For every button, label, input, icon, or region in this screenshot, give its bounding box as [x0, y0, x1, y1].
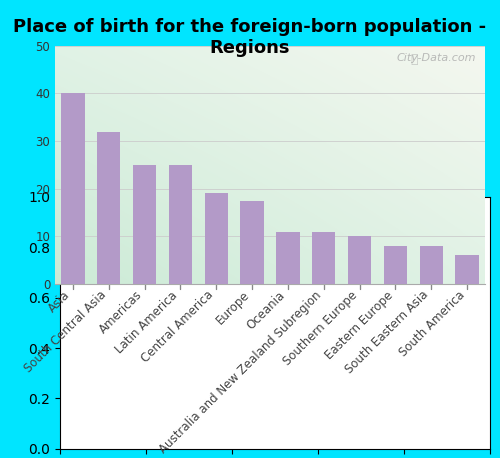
- Text: Eastern Europe: Eastern Europe: [322, 289, 396, 361]
- Bar: [204, 193, 228, 284]
- Text: Oceania: Oceania: [244, 289, 288, 332]
- Bar: [97, 131, 120, 284]
- Text: South Eastern Asia: South Eastern Asia: [343, 289, 431, 376]
- Text: Southern Europe: Southern Europe: [280, 289, 359, 368]
- Bar: [312, 232, 336, 284]
- Text: Place of birth for the foreign-born population -
Regions: Place of birth for the foreign-born popu…: [14, 18, 486, 57]
- Bar: [62, 93, 84, 284]
- Bar: [169, 165, 192, 284]
- Text: Central America: Central America: [140, 289, 216, 365]
- Text: Australia and New Zealand Subregion: Australia and New Zealand Subregion: [156, 289, 324, 456]
- Bar: [348, 236, 371, 284]
- Text: Americas: Americas: [96, 289, 144, 337]
- Text: Europe: Europe: [214, 289, 252, 327]
- Bar: [276, 232, 299, 284]
- Text: South America: South America: [396, 289, 467, 359]
- Text: Asia: Asia: [46, 289, 73, 315]
- Text: South Central Asia: South Central Asia: [22, 289, 109, 376]
- Bar: [420, 246, 443, 284]
- Text: City-Data.com: City-Data.com: [397, 53, 476, 63]
- Bar: [456, 256, 478, 284]
- Text: Ⓜ: Ⓜ: [411, 53, 418, 66]
- Bar: [240, 201, 264, 284]
- Text: Latin America: Latin America: [114, 289, 180, 355]
- Bar: [384, 246, 407, 284]
- Bar: [133, 165, 156, 284]
